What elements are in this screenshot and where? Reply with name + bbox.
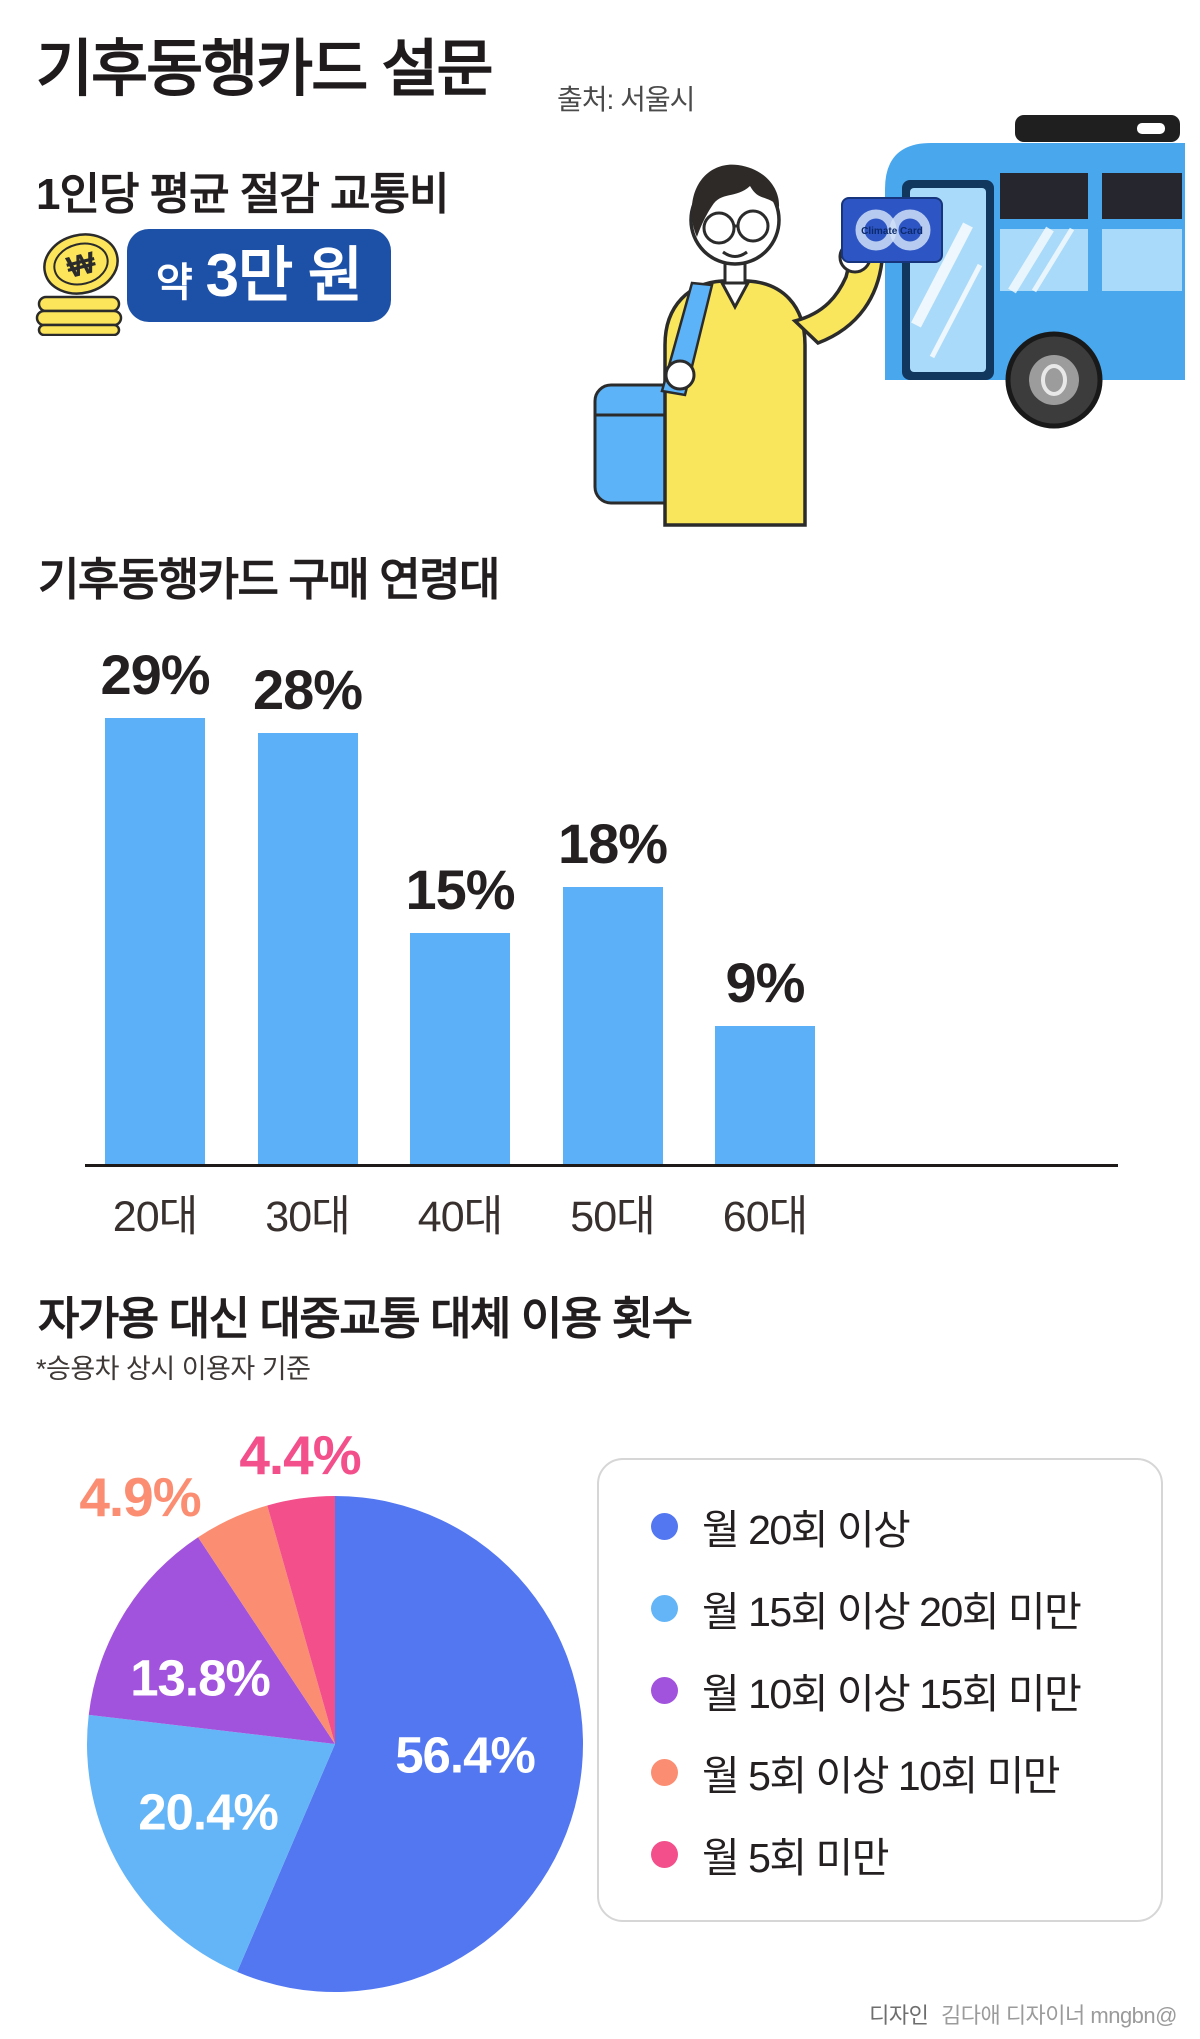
bar-value-label: 28% xyxy=(252,658,363,721)
credit-prefix: 디자인 xyxy=(869,2003,929,2028)
amount-prefix: 약 xyxy=(155,261,193,305)
pie-slice xyxy=(86,1714,335,1972)
savings-amount-badge: 약 3만 원 xyxy=(127,229,391,322)
raised-arm xyxy=(791,250,884,346)
bar-category-label: 40대 xyxy=(417,1193,503,1241)
bar-value-label: 9% xyxy=(725,951,806,1014)
legend-item: 월 10회 이상 15회 미만 xyxy=(651,1660,1151,1720)
pie-chart: 56.4% 20.4% 13.8% 4.9% 4.4% xyxy=(35,1380,655,2020)
bar-20대 xyxy=(105,718,205,1164)
pie-value-label: 4.9% xyxy=(79,1466,201,1528)
x-axis-line xyxy=(85,1164,1118,1167)
person-and-bus-illustration: Climate Card xyxy=(593,115,1185,527)
legend-item: 월 20회 이상 xyxy=(651,1496,1151,1556)
person-illustration: Climate Card xyxy=(593,164,943,527)
pie-chart-svg xyxy=(86,1496,584,1992)
bar-60대 xyxy=(715,1026,815,1164)
bar-category-label: 30대 xyxy=(265,1193,350,1241)
legend-label: 월 5회 미만 xyxy=(702,1835,889,1881)
bar-category-label: 60대 xyxy=(722,1193,808,1241)
coin-stack-icon: ₩ xyxy=(35,233,123,336)
bar-value-label: 18% xyxy=(557,812,668,875)
bar-category-label: 50대 xyxy=(570,1193,655,1241)
legend-dot-icon xyxy=(651,1512,678,1540)
pie-value-label: 20.4% xyxy=(138,1783,279,1841)
pie-slice xyxy=(88,1537,335,1744)
pie-value-label: 4.4% xyxy=(239,1424,361,1486)
legend-dot-icon xyxy=(651,1676,678,1704)
credit-text: 김다애 디자이너 mngbn@ xyxy=(940,2003,1178,2028)
bar-50대 xyxy=(562,887,663,1164)
bar-chart: 29% 20대 28% 30대 15% 40대 18% 50대 9% 60대 xyxy=(85,640,1120,1252)
credit-line: 디자인 김다애 디자이너 mngbn@ xyxy=(869,1998,1177,2030)
legend-item: 월 5회 이상 10회 미만 xyxy=(651,1742,1151,1802)
pie-chart-note: *승용차 상시 이용자 기준 xyxy=(36,1354,311,1384)
legend-label: 월 5회 이상 10회 미만 xyxy=(702,1753,1061,1799)
bar-chart-title: 기후동행카드 구매 연령대 xyxy=(38,554,500,605)
bar-value-label: 29% xyxy=(100,643,210,706)
legend-item: 월 5회 미만 xyxy=(651,1824,1151,1884)
glasses-icon xyxy=(702,211,736,245)
card-label: Climate Card xyxy=(861,226,923,237)
bus-illustration xyxy=(885,115,1185,429)
pie-chart-title: 자가용 대신 대중교통 대체 이용 횟수 xyxy=(38,1293,693,1344)
bar-30대 xyxy=(257,733,358,1164)
climate-card-graphic: Climate Card xyxy=(841,197,943,263)
hair xyxy=(691,164,780,237)
pie-slice xyxy=(237,1496,584,1992)
legend-label: 월 10회 이상 15회 미만 xyxy=(702,1671,1082,1717)
page-title: 기후동행카드 설문 xyxy=(36,35,494,104)
pie-slice xyxy=(198,1505,335,1744)
pie-value-label: 56.4% xyxy=(395,1726,536,1784)
legend-dot-icon xyxy=(651,1758,678,1786)
pie-slice xyxy=(267,1496,335,1744)
legend-label: 월 20회 이상 xyxy=(702,1507,911,1553)
bar-value-label: 15% xyxy=(405,858,515,921)
legend-label: 월 15회 이상 20회 미만 xyxy=(702,1589,1082,1635)
legend-dot-icon xyxy=(651,1840,678,1868)
amount-value: 3만 원 xyxy=(205,242,363,309)
bar-category-label: 20대 xyxy=(112,1193,198,1241)
legend-item: 월 15회 이상 20회 미만 xyxy=(651,1578,1151,1638)
bar-40대 xyxy=(410,933,510,1164)
savings-label: 1인당 평균 절감 교통비 xyxy=(36,170,449,219)
legend-dot-icon xyxy=(651,1594,678,1622)
pie-value-label: 13.8% xyxy=(130,1649,271,1707)
source-label: 출처: 서울시 xyxy=(557,84,695,115)
